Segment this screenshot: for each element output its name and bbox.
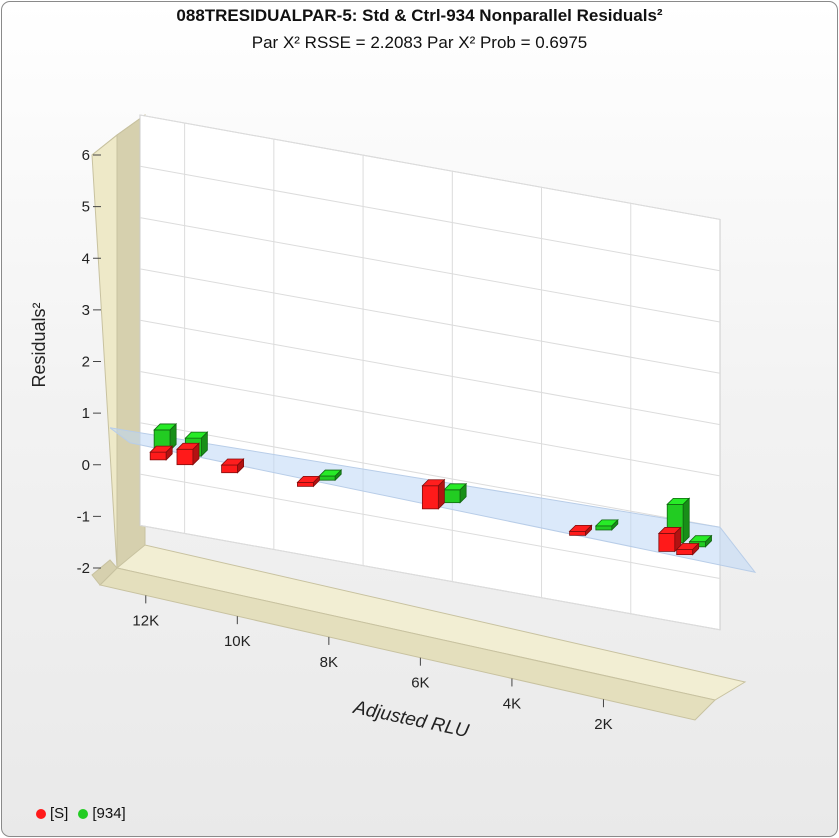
legend-label-s: [S] (50, 805, 69, 822)
grid-h-line (139, 371, 721, 477)
bar-934 (318, 475, 336, 481)
bar-934-side (334, 469, 342, 482)
x-tick-label: 6K (411, 675, 429, 692)
legend-marker-934 (78, 808, 89, 819)
x-tick-label: 8K (320, 654, 338, 671)
bar-934-side (169, 422, 177, 452)
legend-item-934[interactable]: [934] (78, 805, 126, 822)
chart-title: 088TRESIDUALPAR-5: Std & Ctrl-934 Nonpar… (176, 6, 663, 25)
x-tick-label: 2K (594, 716, 612, 733)
bar-s (658, 533, 676, 552)
grid-h-line (139, 524, 721, 631)
grid-h-line (139, 422, 721, 528)
y-tick-label: 2 (82, 354, 90, 371)
x-tick-label: 4K (503, 695, 521, 712)
bar-934-side (611, 518, 619, 531)
y-tick-label: 0 (82, 457, 90, 474)
y-tick-label: 4 (82, 250, 90, 267)
bar-934 (443, 489, 461, 504)
bar-s-side (165, 445, 173, 461)
bar-s-side (192, 442, 200, 466)
bar-s-side (437, 478, 445, 510)
bar-s (569, 530, 586, 536)
y-tick-label: 6 (82, 147, 90, 164)
bar-s-side (313, 475, 320, 488)
bar-s (421, 485, 439, 510)
grid-h-line (139, 319, 721, 426)
grid-h-line (139, 473, 721, 579)
bar-934-side (200, 431, 208, 458)
floor-corner (91, 559, 118, 586)
bar-934 (595, 525, 613, 531)
bar-s-side (237, 458, 244, 474)
bar-s (221, 464, 238, 474)
y-axis-title: Residuals² (29, 302, 49, 387)
bar-s (149, 451, 167, 461)
left-wall-top (91, 114, 146, 156)
grid-h-line (139, 217, 721, 323)
y-tick-label: 1 (82, 405, 90, 422)
bar-s (676, 549, 694, 556)
bar-934-side (682, 497, 690, 544)
y-tick-label: -1 (77, 508, 90, 525)
y-tick-label: 3 (82, 302, 90, 319)
bar-934-side (459, 482, 467, 504)
legend-label-934: [934] (92, 805, 126, 822)
x-axis-title: Adjusted RLU (351, 697, 471, 742)
legend-item-s[interactable]: [S] (36, 805, 68, 822)
chart-subtitle: Par X² RSSE = 2.2083 Par X² Prob = 0.697… (251, 33, 588, 52)
bar-s (297, 481, 314, 487)
bar-s-side (692, 542, 700, 556)
grid-h-line (139, 268, 721, 374)
x-tick-label: 12K (132, 612, 159, 629)
grid-h-line (139, 114, 721, 220)
bar-s-side (585, 524, 592, 537)
grid-h-line (139, 165, 721, 272)
x-tick-label: 10K (224, 633, 251, 650)
legend-marker-s (36, 808, 46, 819)
legend: [S] [934] (36, 805, 126, 822)
y-tick-label: 5 (82, 199, 90, 216)
y-tick-label: -2 (77, 560, 90, 577)
bar-s (176, 448, 194, 466)
bar-934-side (705, 534, 712, 548)
